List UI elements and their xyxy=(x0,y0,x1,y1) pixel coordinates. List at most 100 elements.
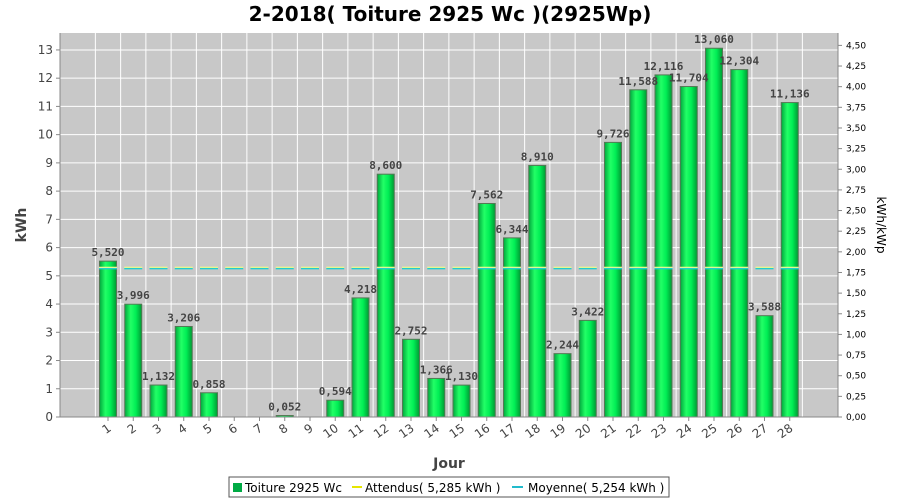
y-tick-label: 3 xyxy=(45,325,53,339)
bar xyxy=(780,102,799,418)
legend: Toiture 2925 Wc Attendus( 5,285 kWh ) Mo… xyxy=(228,476,670,498)
bar xyxy=(578,319,597,418)
y-tick-label: 10 xyxy=(38,128,53,142)
x-tick-label: 23 xyxy=(649,421,670,441)
bar xyxy=(124,303,143,418)
x-tick-label: 10 xyxy=(320,421,341,441)
x-tick-label: 9 xyxy=(301,421,315,437)
x-tick-label: 22 xyxy=(623,421,644,441)
x-tick-label: 24 xyxy=(674,421,695,441)
x-tick-label: 2 xyxy=(125,421,139,437)
data-label: 0,052 xyxy=(268,401,301,414)
data-label: 4,218 xyxy=(344,283,377,296)
data-label: 5,520 xyxy=(91,246,124,259)
data-label: 12,304 xyxy=(719,55,759,68)
bar xyxy=(553,353,572,418)
data-label: 3,206 xyxy=(167,311,200,324)
y2-tick-label: 0,00 xyxy=(846,413,866,423)
x-tick-label: 7 xyxy=(251,421,265,437)
x-tick-label: 19 xyxy=(548,421,569,441)
chart-title: 2-2018( Toiture 2925 Wc )(2925Wp) xyxy=(249,2,652,26)
y2-tick-label: 2,25 xyxy=(846,227,866,237)
y-tick-label: 5 xyxy=(45,269,53,283)
data-label: 13,060 xyxy=(694,33,734,46)
x-tick-label: 3 xyxy=(150,421,164,437)
x-tick-label: 14 xyxy=(421,421,442,441)
y-tick-label: 11 xyxy=(38,99,53,113)
x-tick-label: 21 xyxy=(598,421,619,441)
y-tick-label: 0 xyxy=(45,410,53,424)
bar xyxy=(427,377,446,418)
x-tick-label: 12 xyxy=(371,421,392,441)
x-tick-label: 11 xyxy=(346,421,367,441)
x-tick-label: 20 xyxy=(573,421,594,441)
data-label: 1,366 xyxy=(420,363,453,376)
y2-tick-label: 0,75 xyxy=(846,351,866,361)
y2-tick-label: 0,50 xyxy=(846,372,866,382)
legend-item-expected: Attendus( 5,285 kWh ) xyxy=(365,481,500,495)
y2-tick-label: 2,00 xyxy=(846,248,866,258)
y2-tick-label: 1,50 xyxy=(846,289,866,299)
bar xyxy=(755,315,774,418)
x-tick-label: 15 xyxy=(447,421,468,441)
bar xyxy=(402,338,420,418)
data-label: 2,244 xyxy=(546,339,579,352)
y2-axis-label: kWh/kWp xyxy=(874,197,888,254)
y-tick-label: 12 xyxy=(38,71,53,85)
bar xyxy=(149,384,168,418)
data-label: 3,422 xyxy=(571,305,604,318)
x-axis-label: Jour xyxy=(432,456,465,472)
y2-tick-label: 1,25 xyxy=(846,310,866,320)
data-label: 0,594 xyxy=(319,385,352,398)
x-tick-label: 28 xyxy=(775,421,796,441)
y2-tick-label: 3,50 xyxy=(846,124,866,134)
x-tick-label: 5 xyxy=(200,421,214,437)
bar xyxy=(503,237,521,418)
y2-tick-label: 3,25 xyxy=(846,145,866,155)
bar xyxy=(99,260,117,418)
data-label: 0,858 xyxy=(192,378,225,391)
bar xyxy=(528,164,547,418)
x-tick-label: 25 xyxy=(699,421,720,441)
data-label: 9,726 xyxy=(596,127,629,140)
x-tick-label: 27 xyxy=(750,421,771,441)
bar xyxy=(654,74,673,418)
data-label: 8,910 xyxy=(521,150,554,163)
y2-tick-label: 2,75 xyxy=(846,186,866,196)
bar xyxy=(452,384,471,418)
y2-tick-label: 4,50 xyxy=(846,41,866,51)
x-tick-label: 17 xyxy=(497,421,518,441)
x-tick-label: 13 xyxy=(396,421,417,441)
y-tick-label: 4 xyxy=(45,297,53,311)
bar xyxy=(679,86,698,418)
x-tick-label: 4 xyxy=(175,421,189,437)
y2-tick-label: 4,25 xyxy=(846,62,866,72)
data-label: 3,996 xyxy=(117,289,150,302)
legend-item-bar: Toiture 2925 Wc xyxy=(244,481,342,495)
legend-bar-swatch xyxy=(233,483,242,492)
y-tick-label: 7 xyxy=(45,212,53,226)
legend-frame xyxy=(228,476,670,498)
bar xyxy=(629,89,648,418)
bar xyxy=(200,392,218,418)
y-tick-label: 2 xyxy=(45,354,53,368)
legend-item-average: Moyenne( 5,254 kWh ) xyxy=(528,481,664,495)
bar xyxy=(326,399,345,418)
data-label: 11,136 xyxy=(770,88,810,101)
bar xyxy=(477,202,496,418)
x-tick-label: 18 xyxy=(522,421,543,441)
data-label: 1,132 xyxy=(142,370,175,383)
bar xyxy=(705,47,723,418)
bar xyxy=(604,141,622,418)
x-tick-label: 26 xyxy=(724,421,745,441)
y2-tick-label: 1,00 xyxy=(846,330,866,340)
data-label: 6,344 xyxy=(495,223,528,236)
bar xyxy=(730,69,749,418)
data-label: 12,116 xyxy=(644,60,684,73)
y-tick-label: 1 xyxy=(45,382,53,396)
x-tick-label: 8 xyxy=(276,421,290,437)
y2-tick-label: 1,75 xyxy=(846,268,866,278)
y2-tick-label: 2,50 xyxy=(846,207,866,217)
bar xyxy=(174,325,193,418)
